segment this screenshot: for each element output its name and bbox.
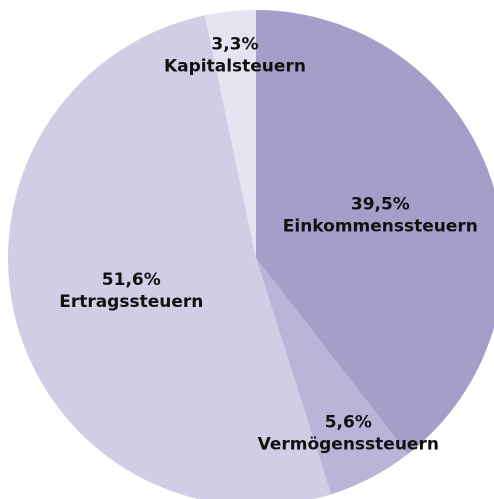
slice-label: Ertragssteuern <box>59 292 203 312</box>
slice-label: Einkommenssteuern <box>283 216 478 236</box>
value-label: 51,6% <box>102 270 161 290</box>
pie-slice <box>256 258 409 495</box>
pie-slice <box>256 10 494 454</box>
value-label: 39,5% <box>351 194 410 214</box>
slice-label: Kapitalsteuern <box>164 57 306 77</box>
slice-label: Vermögenssteuern <box>258 435 439 455</box>
pie-slice <box>8 15 332 499</box>
value-label: 5,6% <box>325 413 372 433</box>
pie-slice <box>204 10 256 258</box>
value-label: 3,3% <box>211 35 258 55</box>
